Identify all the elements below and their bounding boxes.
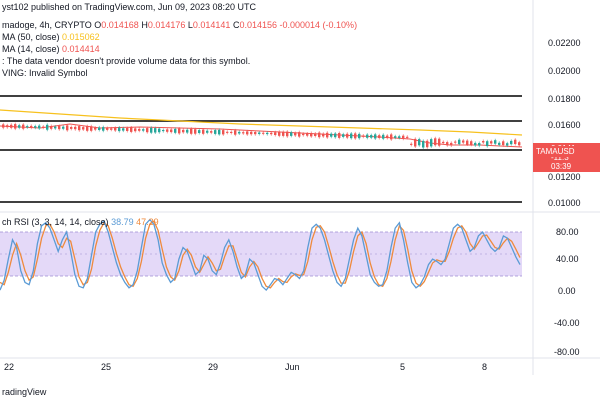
rsi-axis-label-4: -80.00 <box>554 347 580 357</box>
date-label-1: 25 <box>101 362 112 372</box>
price-label-3: 0.01600 <box>548 120 581 130</box>
price-label-6: 0.01000 <box>548 198 581 208</box>
close-value: 0.014156 <box>239 20 277 30</box>
close-label: C <box>232 20 240 30</box>
rsi-d-line <box>0 220 521 289</box>
rsi-legend[interactable]: ch RSI (3, 3, 14, 14, close) 38.79 47.29 <box>2 217 159 228</box>
low-value: 0.014141 <box>192 20 231 30</box>
ohlc-line: madoge, 4h, CRYPTO O0.014168 H0.014176 L… <box>2 20 357 31</box>
ma50-value: 0.015062 <box>62 32 100 42</box>
date-label-5: 8 <box>482 362 488 372</box>
rsi-axis-label-0: 80.00 <box>556 227 579 237</box>
change-value: -0.000014 (-0.10%) <box>279 20 358 30</box>
rsi-axis-label-2: 0.00 <box>558 286 576 296</box>
open-value: 0.014168 <box>101 20 139 30</box>
date-label-3: Jun <box>285 362 300 372</box>
current-change: -11.3 <box>551 153 569 162</box>
rsi-k-value: 38.79 <box>111 217 134 227</box>
date-label-2: 29 <box>208 362 219 372</box>
ma50-label: MA (50, close) <box>2 32 60 42</box>
tradingview-brand[interactable]: radingView <box>2 387 47 397</box>
symbol-label: madoge, 4h, CRYPTO <box>2 20 92 30</box>
rsi-k-line <box>0 218 521 292</box>
date-label-4: 5 <box>400 362 406 372</box>
ma14-value: 0.014414 <box>62 44 100 54</box>
ma50-line <box>0 109 523 136</box>
price-label-1: 0.02000 <box>548 66 581 76</box>
low-label: L <box>187 20 193 30</box>
rsi-axis-label-1: 40.00 <box>556 254 579 264</box>
ma14-legend[interactable]: MA (14, close) 0.014414 <box>2 44 100 55</box>
date-label-0: 22 <box>4 362 15 372</box>
rsi-d-value: 47.29 <box>136 217 159 227</box>
volume-note: : The data vendor doesn't provide volume… <box>2 56 251 66</box>
high-label: H <box>141 20 148 30</box>
publisher-line: yst102 published on TradingView.com, Jun… <box>2 2 256 12</box>
candlestick-series[interactable] <box>2 122 521 149</box>
ma14-label: MA (14, close) <box>2 44 60 54</box>
high-value: 0.014176 <box>147 20 186 30</box>
symbol-tag: TAMAUSD <box>533 146 578 157</box>
rsi-axis-label-3: -40.00 <box>554 318 580 328</box>
price-label-5: 0.01200 <box>548 172 581 182</box>
price-label-2: 0.01800 <box>548 94 581 104</box>
rsi-label: ch RSI (3, 3, 14, 14, close) <box>2 217 109 227</box>
price-label-0: 0.02200 <box>548 38 581 48</box>
ma50-legend[interactable]: MA (50, close) 0.015062 <box>2 32 100 43</box>
candle-countdown: 03:39 <box>551 162 572 171</box>
open-label: O <box>94 20 102 30</box>
invalid-symbol-warning: VING: Invalid Symbol <box>2 68 88 78</box>
